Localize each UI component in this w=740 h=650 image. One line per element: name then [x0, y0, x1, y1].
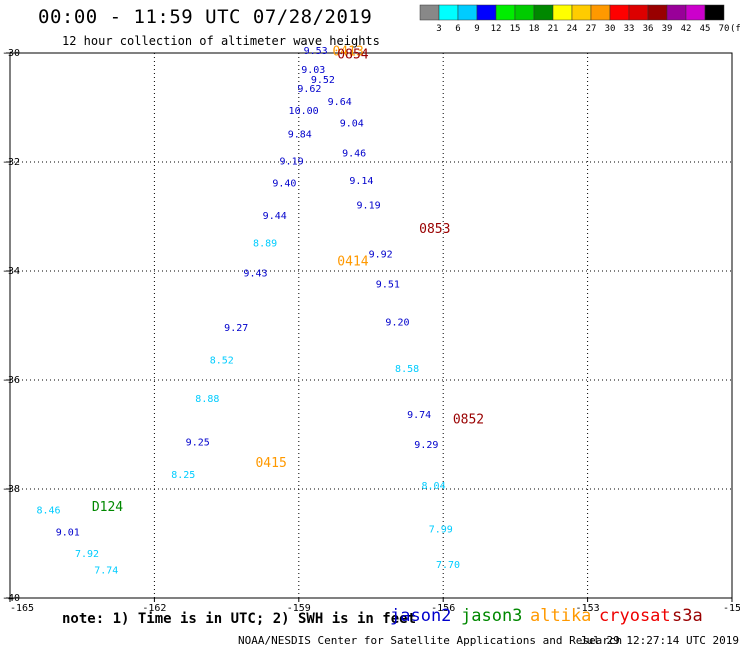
colorbar-label: 6: [455, 24, 460, 34]
colorbar-label: 27: [586, 24, 597, 34]
colorbar-swatch: [704, 4, 725, 21]
colorbar-swatch: [419, 4, 440, 21]
y-tick-label: -36: [2, 375, 20, 386]
colorbar-swatch: [552, 4, 573, 21]
colorbar-swatch: [457, 4, 478, 21]
wave-height-label: 8.89: [253, 238, 277, 249]
track-time-label: 0852: [453, 413, 484, 428]
generated-timestamp: Jul 29 12:27:14 UTC 2019: [580, 634, 739, 647]
x-tick-label: -162: [142, 603, 166, 614]
y-tick-label: -34: [2, 266, 20, 277]
wave-height-label: 9.92: [369, 249, 393, 260]
colorbar-label: 30: [605, 24, 616, 34]
y-tick-label: -40: [2, 593, 20, 604]
wave-height-label: 9.27: [224, 323, 248, 334]
track-time-label: 0854: [337, 47, 368, 62]
track-time-label: D124: [92, 500, 123, 515]
colorbar-swatch: [647, 4, 668, 21]
legend-altika: altika: [530, 606, 592, 626]
colorbar-swatch: [476, 4, 497, 21]
y-tick-label: -38: [2, 484, 20, 495]
y-tick-label: -32: [2, 157, 20, 168]
wave-height-label: 9.04: [340, 119, 364, 130]
wave-height-label: 9.40: [272, 179, 296, 190]
y-tick-label: -30: [2, 48, 20, 59]
plot-frame: [9, 52, 733, 599]
wave-height-label: 10.00: [289, 106, 319, 117]
wave-height-label: 8.04: [422, 481, 446, 492]
wave-height-label: 7.99: [429, 525, 453, 536]
wave-height-label: 8.58: [395, 364, 419, 375]
wave-height-label: 7.70: [436, 560, 460, 571]
colorbar-label: 3: [436, 24, 441, 34]
colorbar-label: 9: [474, 24, 479, 34]
track-time-label: 0414: [337, 255, 368, 270]
legend-jason3: jason3: [461, 606, 523, 626]
colorbar-label: 21: [548, 24, 559, 34]
colorbar-swatch: [666, 4, 687, 21]
wave-height-label: 8.52: [210, 356, 234, 367]
colorbar-swatch: [514, 4, 535, 21]
colorbar-swatch: [495, 4, 516, 21]
colorbar-swatch: [628, 4, 649, 21]
colorbar-swatch: [590, 4, 611, 21]
x-tick-label: -159: [287, 603, 311, 614]
legend-cryosat: cryosat: [599, 606, 671, 626]
colorbar-label: 12: [491, 24, 502, 34]
colorbar-swatch: [438, 4, 459, 21]
colorbar-swatch: [533, 4, 554, 21]
colorbar-label: 70: [719, 24, 730, 34]
wave-height-label: 9.64: [328, 97, 352, 108]
wave-height-label: 9.84: [288, 129, 312, 140]
colorbar-label: 36: [643, 24, 654, 34]
wave-height-label: 9.46: [342, 149, 366, 160]
colorbar-label: 33: [624, 24, 635, 34]
colorbar-label: 15: [510, 24, 521, 34]
legend-jason2: jason2: [390, 606, 452, 626]
wave-height-label: 9.52: [311, 75, 335, 86]
colorbar-label: 42: [681, 24, 692, 34]
legend-s3a: s3a: [672, 606, 703, 626]
wave-height-label: 9.25: [186, 437, 210, 448]
wave-height-label: 9.62: [297, 84, 321, 95]
x-tick-label: -15: [723, 603, 740, 614]
colorbar-swatch: [609, 4, 630, 21]
x-tick-label: -165: [10, 603, 34, 614]
colorbar-label: 18: [529, 24, 540, 34]
wave-height-label: 9.14: [349, 176, 373, 187]
wave-height-label: 9.51: [376, 279, 400, 290]
wave-height-label: 8.25: [171, 470, 195, 481]
colorbar-swatch: [571, 4, 592, 21]
wave-height-label: 9.20: [385, 318, 409, 329]
wave-height-label: 9.44: [263, 211, 287, 222]
wave-height-label: 7.92: [75, 549, 99, 560]
track-time-label: 0413: [332, 45, 363, 60]
wave-height-label: 9.74: [407, 410, 431, 421]
wave-height-label: 9.53: [304, 46, 328, 57]
colorbar-label: 45: [700, 24, 711, 34]
units-note: note: 1) Time is in UTC; 2) SWH is in fe…: [62, 611, 417, 627]
wave-height-label: 8.46: [36, 506, 60, 517]
wave-height-label: 9.19: [357, 200, 381, 211]
track-time-label: 0415: [255, 456, 286, 471]
colorbar-unit: (ft): [730, 24, 740, 34]
wave-height-label: 9.01: [56, 527, 80, 538]
chart-subtitle: 12 hour collection of altimeter wave hei…: [62, 34, 380, 48]
wave-height-label: 9.43: [243, 268, 267, 279]
wave-height-label: 9.29: [414, 440, 438, 451]
x-tick-label: -153: [576, 603, 600, 614]
credit-line: NOAA/NESDIS Center for Satellite Applica…: [238, 634, 623, 647]
colorbar-label: 39: [662, 24, 673, 34]
colorbar-label: 24: [567, 24, 578, 34]
x-tick-label: -156: [431, 603, 455, 614]
wave-height-label: 8.88: [195, 394, 219, 405]
wave-height-label: 9.03: [301, 65, 325, 76]
wave-height-label: 9.19: [280, 157, 304, 168]
wave-height-label: 7.74: [94, 565, 118, 576]
colorbar-swatch: [685, 4, 706, 21]
chart-title: 00:00 - 11:59 UTC 07/28/2019: [38, 6, 373, 28]
track-time-label: 0853: [419, 222, 450, 237]
